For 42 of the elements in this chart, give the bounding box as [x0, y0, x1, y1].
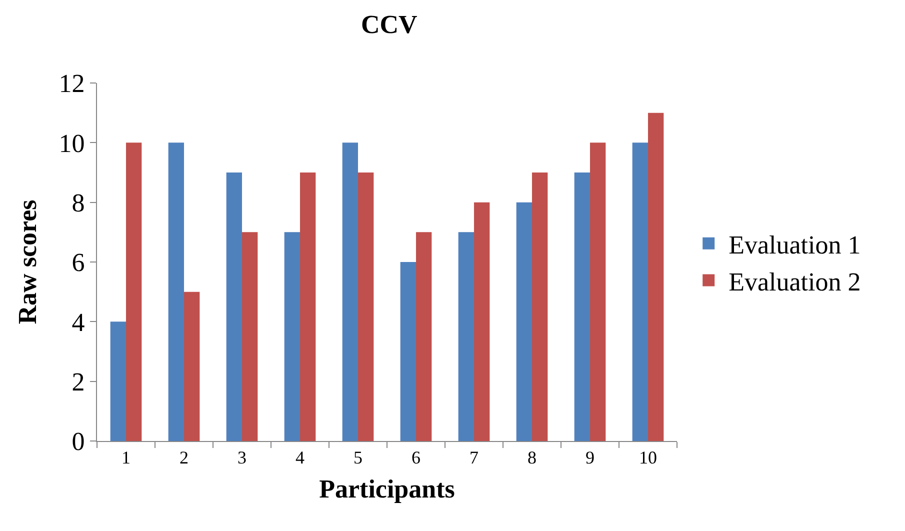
bar: [110, 322, 126, 441]
y-tick-label: 2: [72, 367, 85, 396]
bar: [516, 202, 532, 441]
bar: [168, 142, 184, 441]
bar: [300, 172, 316, 441]
bar: [400, 262, 416, 441]
bar: [474, 202, 490, 441]
bar: [416, 232, 432, 441]
bar: [590, 142, 606, 441]
bar: [532, 172, 548, 441]
bar: [184, 292, 200, 441]
x-tick-label: 7: [470, 448, 478, 468]
y-tick-label: 8: [72, 188, 85, 218]
x-tick-label: 9: [586, 448, 594, 468]
bar: [226, 172, 242, 441]
bar: [358, 172, 374, 441]
x-tick-label: 2: [180, 448, 188, 468]
x-tick-label: 3: [238, 448, 246, 468]
y-tick-label: 6: [72, 248, 85, 278]
bar: [574, 172, 590, 441]
legend-label: Evaluation 1: [728, 230, 861, 260]
legend-label: Evaluation 2: [728, 267, 861, 296]
x-tick-label: 1: [122, 448, 130, 468]
y-tick-label: 0: [72, 427, 85, 456]
x-tick-label: 8: [528, 448, 536, 468]
chart-title: CCV: [360, 10, 418, 39]
bar: [242, 232, 258, 441]
x-tick-label: 4: [296, 448, 304, 468]
y-tick-label: 12: [58, 69, 85, 98]
y-axis-title: Raw scores: [13, 200, 42, 324]
bar: [126, 142, 142, 441]
x-tick-label: 6: [412, 448, 420, 468]
bar: [342, 142, 358, 441]
bar: [458, 232, 474, 441]
y-tick-label: 4: [72, 308, 85, 337]
x-tick-label: 10: [639, 448, 657, 468]
x-axis-title: Participants: [319, 474, 455, 504]
bar: [632, 142, 648, 441]
y-tick-label: 10: [58, 128, 85, 158]
x-tick-label: 5: [354, 448, 362, 468]
bar: [284, 232, 300, 441]
bar: [648, 112, 664, 441]
